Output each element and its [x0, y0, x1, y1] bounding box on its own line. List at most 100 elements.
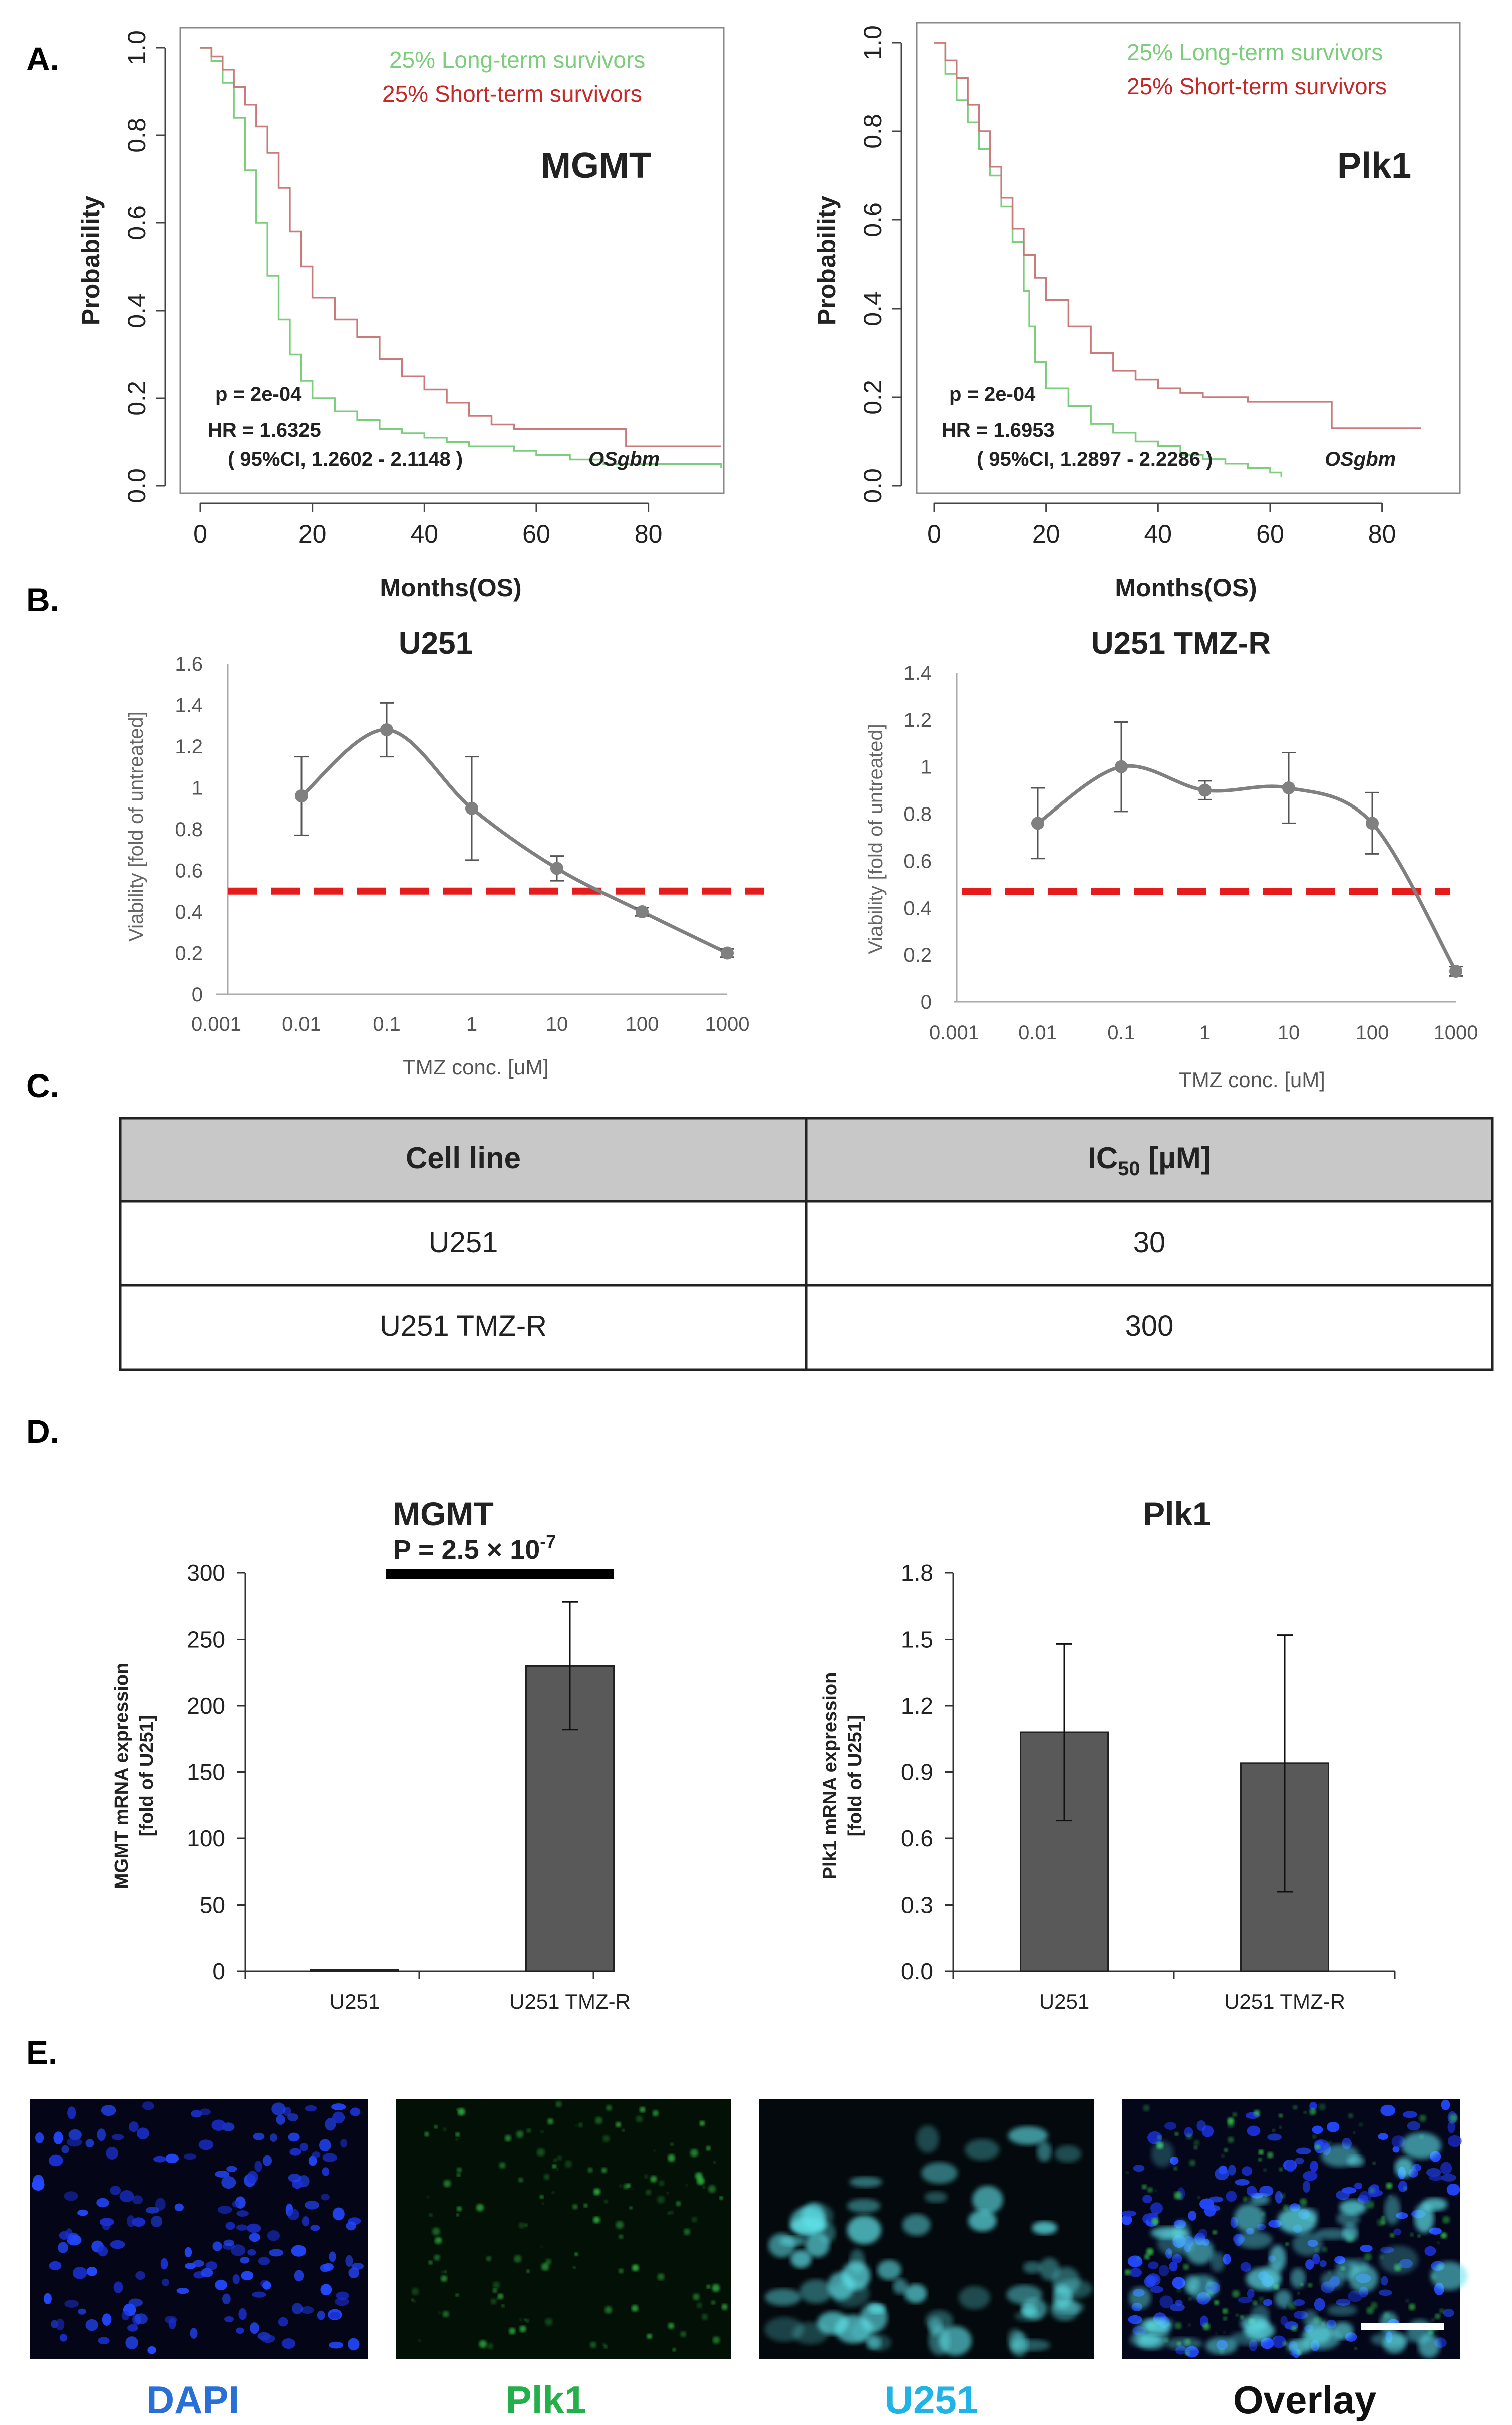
data-point	[295, 789, 308, 802]
nucleus	[1169, 2261, 1178, 2272]
u251-cell	[1006, 2285, 1042, 2305]
micrograph-u251-texture	[764, 2125, 1093, 2357]
plk1-signal	[1285, 2242, 1289, 2246]
nucleus	[287, 2113, 299, 2121]
table-cell: U251 TMZ-R	[380, 1310, 547, 1342]
plk1-signal	[1299, 2198, 1307, 2206]
plk1-signal	[583, 2204, 588, 2208]
nucleus	[35, 2132, 44, 2143]
plk1-signal	[479, 2340, 487, 2348]
y-tick-label: 0.6	[903, 850, 932, 872]
u251-cell	[1303, 2208, 1319, 2221]
km-gene-label: Plk1	[1337, 146, 1411, 186]
plk1-signal	[518, 2222, 525, 2229]
plk1-signal	[441, 2271, 443, 2273]
y-tick-label: 0.9	[901, 1759, 933, 1785]
x-axis-title: TMZ conc. [uM]	[1179, 1068, 1325, 1092]
plk1-signal	[457, 2108, 465, 2116]
nucleus	[1215, 2167, 1229, 2181]
nucleus	[102, 2313, 112, 2326]
plk1-signal	[708, 2185, 716, 2193]
x-tick-label: 0.1	[373, 1013, 401, 1035]
nucleus	[1272, 2335, 1286, 2348]
plk1-signal	[1221, 2154, 1225, 2158]
y-tick-label: 0.6	[175, 860, 203, 882]
plk1-signal	[1390, 2233, 1395, 2238]
ic50-unit: [µM]	[1140, 1141, 1211, 1175]
x-tick-label: U251 TMZ-R	[1224, 1990, 1345, 2013]
u251-cell	[1183, 2275, 1200, 2294]
nucleus	[304, 2201, 320, 2210]
nucleus	[320, 2284, 332, 2296]
nucleus	[232, 2274, 240, 2284]
plk1-signal	[1372, 2162, 1376, 2165]
nucleus	[345, 2255, 353, 2267]
nucleus	[64, 2191, 78, 2201]
bar-chart-mgmt: MGMT 0 50 100 150 200 250 300 U251 U251 TMZ-R P …	[111, 1495, 631, 2013]
nucleus	[106, 2146, 119, 2160]
nucleus	[1240, 2262, 1251, 2272]
plk1-signal	[1315, 2144, 1321, 2150]
plk1-signal	[1232, 2112, 1237, 2117]
nucleus	[1133, 2165, 1145, 2172]
plk1-signal	[547, 2118, 554, 2125]
nucleus	[113, 2281, 123, 2293]
nucleus	[308, 2155, 317, 2166]
data-point	[1115, 760, 1128, 773]
nucleus	[205, 2261, 218, 2270]
micrograph-plk1-texture	[411, 2101, 728, 2352]
plk1-signal	[639, 2106, 646, 2113]
nucleus	[332, 2111, 345, 2124]
nucleus	[111, 2134, 124, 2140]
plk1-signal	[1291, 2325, 1297, 2332]
u251-cell	[1050, 2297, 1079, 2321]
plk1-signal	[1370, 2302, 1378, 2309]
nucleus	[85, 2319, 98, 2331]
x-tick-label: 0.01	[1018, 1022, 1057, 1044]
plk1-signal	[553, 2158, 557, 2162]
nucleus	[1293, 2299, 1305, 2306]
x-tick-label: U251	[330, 1990, 380, 2013]
plk1-signal	[645, 2189, 652, 2196]
nucleus	[98, 2337, 110, 2345]
u251-cell	[1379, 2245, 1418, 2274]
nucleus	[1188, 2210, 1196, 2221]
plk1-signal	[1197, 2196, 1200, 2199]
u251-cell	[1037, 2141, 1052, 2162]
plk1-signal	[1258, 2158, 1262, 2162]
u251-cell	[800, 2279, 833, 2304]
nucleus	[262, 2155, 272, 2166]
plk1-signal	[434, 2254, 440, 2261]
u251-cell	[1287, 2339, 1313, 2353]
nucleus	[142, 2101, 154, 2110]
plk1-signal	[1293, 2105, 1298, 2110]
nucleus	[1319, 2260, 1327, 2267]
nucleus	[1429, 2174, 1443, 2181]
plk1-signal	[606, 2105, 612, 2111]
plk1-signal	[668, 2154, 675, 2162]
plk1-signal	[557, 2155, 562, 2161]
plk1-signal	[524, 2318, 526, 2321]
y-axis-title-line1: Plk1 mRNA expression	[820, 1672, 841, 1880]
nucleus	[132, 2217, 146, 2227]
plk1-signal	[1359, 2122, 1363, 2127]
plk1-signal	[713, 2161, 716, 2164]
plk1-signal	[632, 2264, 639, 2272]
plk1-signal	[601, 2167, 607, 2173]
u251-cell	[877, 2260, 901, 2280]
nucleus	[176, 2287, 189, 2294]
nucleus	[43, 2293, 52, 2305]
km-x-axis-title: Months(OS)	[1115, 574, 1257, 602]
nucleus	[135, 2271, 145, 2280]
plk1-signal	[519, 2325, 526, 2333]
plk1-signal	[1155, 2212, 1159, 2215]
plk1-signal	[712, 2284, 720, 2292]
plk1-signal	[1405, 2299, 1409, 2303]
u251-cell	[916, 2125, 939, 2153]
plk1-signal	[487, 2343, 494, 2349]
x-tick-label: U251 TMZ-R	[509, 1990, 631, 2013]
u251-cell	[1339, 2200, 1367, 2215]
plk1-signal	[542, 2202, 544, 2205]
plk1-signal	[712, 2336, 720, 2344]
nucleus	[278, 2317, 288, 2327]
